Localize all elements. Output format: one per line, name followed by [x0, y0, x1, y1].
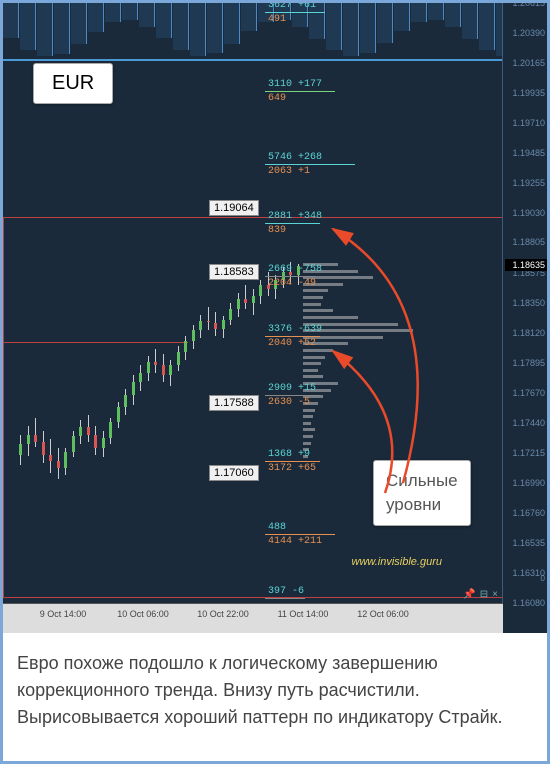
commentary-text: Евро похоже подошло к логическому заверш… — [3, 636, 547, 761]
level-line — [265, 12, 325, 13]
level-bot-label: 2063 +1 — [268, 166, 310, 177]
x-tick: 10 Oct 22:00 — [197, 609, 249, 619]
level-top-label: 397 -6 — [268, 586, 304, 597]
y-tick: 1.18805 — [505, 237, 545, 247]
level-line — [265, 461, 320, 462]
level-bot-label: 2040 +52 — [268, 338, 316, 349]
y-tick: 1.19030 — [505, 208, 545, 218]
level-line — [265, 336, 320, 337]
y-tick: 1.16310 — [505, 568, 545, 578]
plot-region: 3627 +61 491 3110 +177 649 5746 +268 2063 +1 2… — [3, 3, 503, 603]
level-bot-label: 4144 +211 — [268, 536, 322, 547]
price-axis: 0 1.206151.203901.201651.199351.197101.1… — [503, 3, 547, 603]
watermark: www.invisible.guru — [352, 556, 442, 568]
y-tick: 1.17215 — [505, 448, 545, 458]
level-top-label: 5746 +268 — [268, 152, 322, 163]
level-bot-label: 839 — [268, 225, 286, 236]
close-icon[interactable]: × — [492, 589, 498, 600]
price-tag: 1.18583 — [209, 264, 259, 280]
level-bot-label: 2630 -5 — [268, 397, 310, 408]
y-tick: 1.16760 — [505, 508, 545, 518]
level-top-label: 1368 +9 — [268, 449, 310, 460]
y-tick: 1.18350 — [505, 298, 545, 308]
level-top-label: 2909 +15 — [268, 383, 316, 394]
level-line — [265, 395, 320, 396]
level-top-label: 2669 -758 — [268, 264, 322, 275]
price-tag: 1.17060 — [209, 465, 259, 481]
time-axis: 9 Oct 14:00 10 Oct 06:00 10 Oct 22:00 11 Oc… — [3, 603, 503, 633]
price-tag: 1.19064 — [209, 200, 259, 216]
y-tick: 1.19485 — [505, 148, 545, 158]
y-tick: 1.20390 — [505, 28, 545, 38]
symbol-label-box: EUR — [33, 63, 113, 104]
y-tick: 1.20165 — [505, 58, 545, 68]
y-tick: 1.18120 — [505, 328, 545, 338]
y-tick: 1.17670 — [505, 388, 545, 398]
y-tick: 1.19710 — [505, 118, 545, 128]
y-tick: 1.19935 — [505, 88, 545, 98]
level-line — [265, 223, 320, 224]
x-tick: 11 Oct 14:00 — [278, 609, 329, 619]
level-bot-label: 491 — [268, 14, 286, 25]
level-top-label: 488 — [268, 522, 286, 533]
annotation-strong-levels: Сильные уровни — [373, 460, 471, 526]
level-bot-label: 2204 -49 — [268, 278, 316, 289]
level-top-label: 3627 +61 — [268, 3, 316, 11]
x-tick: 10 Oct 06:00 — [117, 609, 169, 619]
level-top-label: 2881 +348 — [268, 211, 322, 222]
y-tick: 1.16535 — [505, 538, 545, 548]
collapse-icon[interactable]: ⊟ — [480, 589, 488, 600]
x-tick: 12 Oct 06:00 — [357, 609, 409, 619]
level-top-label: 3110 +177 — [268, 79, 322, 90]
level-line — [265, 598, 305, 599]
level-line — [265, 276, 315, 277]
level-bot-label: 649 — [268, 93, 286, 104]
current-price-tag: 1.18635 — [505, 259, 547, 271]
x-tick: 9 Oct 14:00 — [40, 609, 87, 619]
level-line — [265, 91, 335, 92]
y-tick: 1.16080 — [505, 598, 545, 608]
level-line — [265, 164, 355, 165]
pin-icon[interactable]: 📌 — [463, 589, 475, 600]
level-bot-label: 3172 +65 — [268, 463, 316, 474]
chart-area[interactable]: 3627 +61 491 3110 +177 649 5746 +268 2063 +1 2… — [3, 3, 547, 633]
y-tick: 1.17895 — [505, 358, 545, 368]
chart-toolbar-icons[interactable]: 📌 ⊟ × — [463, 589, 498, 600]
chart-frame: 3627 +61 491 3110 +177 649 5746 +268 2063 +1 2… — [0, 0, 550, 764]
price-tag: 1.17588 — [209, 395, 259, 411]
level-line — [265, 534, 335, 535]
y-tick: 1.20615 — [505, 3, 545, 8]
y-tick: 1.17440 — [505, 418, 545, 428]
y-tick: 1.16990 — [505, 478, 545, 488]
y-tick: 1.19255 — [505, 178, 545, 188]
level-top-label: 3376 -639 — [268, 324, 322, 335]
symbol-label: EUR — [52, 72, 94, 94]
